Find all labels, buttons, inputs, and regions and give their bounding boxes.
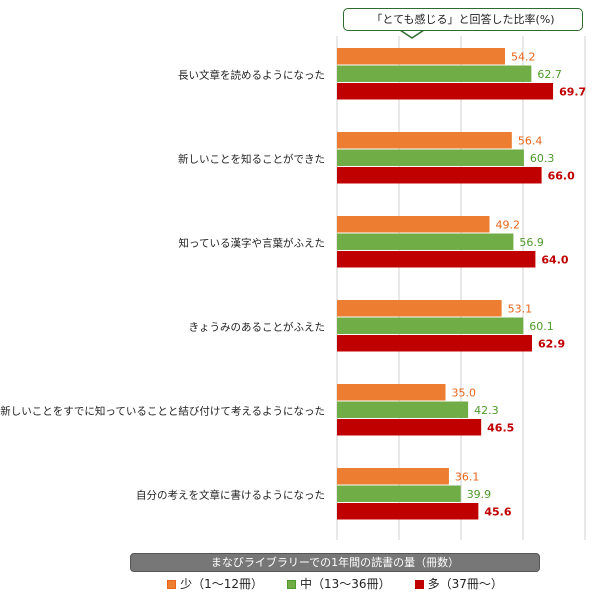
data-label: 46.5 xyxy=(487,422,514,435)
category-label: 長い文章を読めるようになった xyxy=(178,68,325,81)
bar xyxy=(337,401,469,418)
data-label: 45.6 xyxy=(484,506,511,519)
bar xyxy=(337,216,490,233)
bar xyxy=(337,485,461,502)
bar xyxy=(337,419,482,436)
category-label: 自分の考えを文章に書けるようになった xyxy=(136,488,325,501)
category-label: きょうみのあることがふえた xyxy=(189,320,326,333)
data-label: 54.2 xyxy=(511,51,536,64)
bar xyxy=(337,335,532,352)
legend: 少（1～12冊） 中（13～36冊） 多（37冊～） xyxy=(120,575,550,592)
data-label: 66.0 xyxy=(548,170,575,183)
data-label: 60.3 xyxy=(530,152,555,165)
bar xyxy=(337,251,536,268)
bar xyxy=(337,48,506,65)
legend-label: 少（1～12冊） xyxy=(180,577,264,591)
bar xyxy=(337,65,532,82)
legend-label: 中（13～36冊） xyxy=(300,577,391,591)
legend-swatch xyxy=(167,580,177,589)
data-label: 69.7 xyxy=(559,86,586,99)
bar xyxy=(337,317,524,334)
category-label: 新しいことをすでに知っていることと結び付けて考えるようになった xyxy=(0,404,325,417)
bar xyxy=(337,149,524,166)
data-label: 36.1 xyxy=(455,471,480,484)
data-label: 56.9 xyxy=(519,236,544,249)
bar xyxy=(337,384,446,401)
legend-item: 少（1～12冊） xyxy=(167,577,263,591)
bar xyxy=(337,468,449,485)
data-label: 60.1 xyxy=(529,320,554,333)
data-label: 53.1 xyxy=(508,303,533,316)
legend-item: 多（37冊～） xyxy=(414,577,503,591)
bar xyxy=(337,83,554,100)
legend-swatch xyxy=(414,580,424,589)
bar xyxy=(337,167,542,184)
bar xyxy=(337,503,479,520)
data-label: 39.9 xyxy=(467,488,492,501)
x-axis-label: まなびライブラリーでの1年間の読書の量（冊数） xyxy=(130,553,540,572)
bar xyxy=(337,300,502,317)
data-label: 64.0 xyxy=(541,254,568,267)
legend-label: 多（37冊～） xyxy=(427,577,503,591)
data-label: 49.2 xyxy=(496,219,521,232)
data-label: 62.7 xyxy=(537,68,562,81)
chart-title: 「とても感じる」と回答した比率(%) xyxy=(343,8,583,31)
category-label: 新しいことを知ることができた xyxy=(178,152,325,165)
bar xyxy=(337,132,512,149)
legend-swatch xyxy=(287,580,297,589)
data-label: 62.9 xyxy=(538,338,565,351)
bar xyxy=(337,233,514,250)
legend-item: 中（13～36冊） xyxy=(287,577,391,591)
title-pointer xyxy=(399,29,425,39)
category-label: 知っている漢字や言葉がふえた xyxy=(179,236,325,249)
data-label: 35.0 xyxy=(452,387,477,400)
data-label: 56.4 xyxy=(518,135,543,148)
data-label: 42.3 xyxy=(474,404,499,417)
